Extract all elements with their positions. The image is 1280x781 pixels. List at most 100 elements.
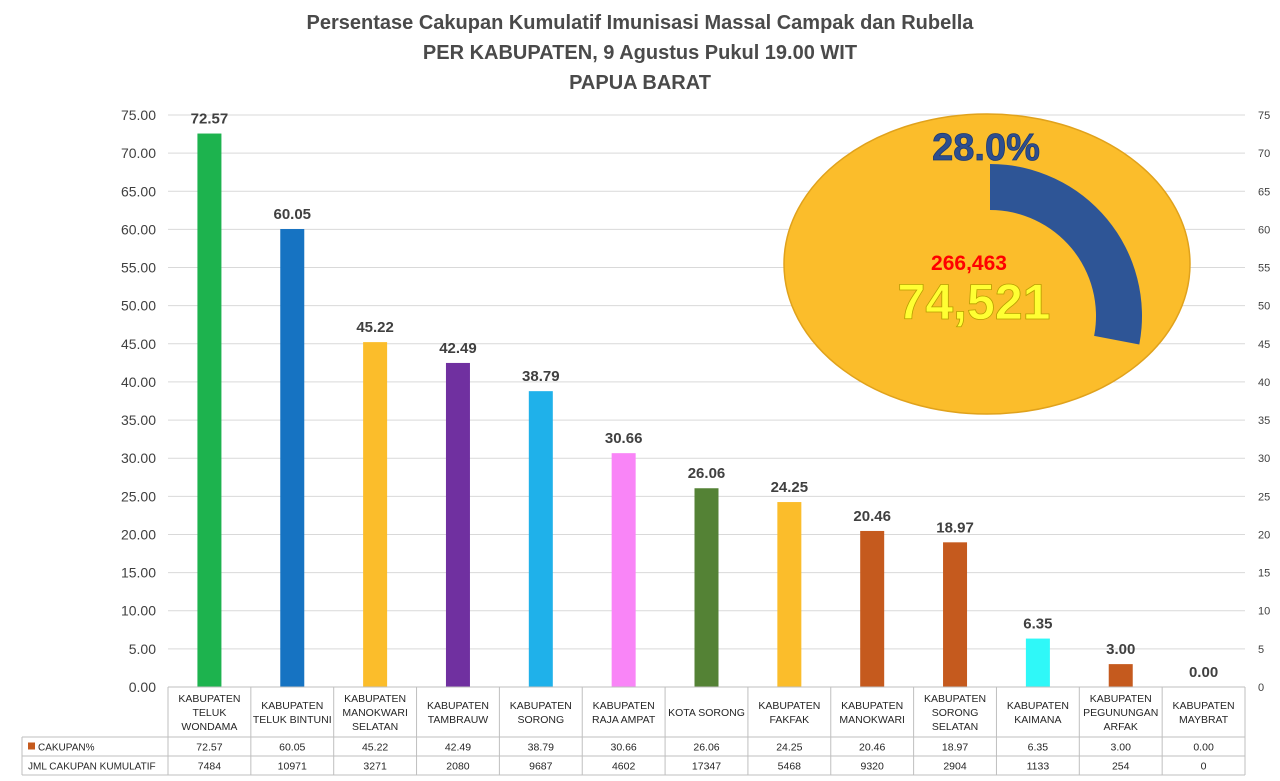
bar-value-label: 72.57 [191,111,229,128]
bar [197,133,222,687]
table-row-label: JML CAKUPAN KUMULATIF [28,762,156,773]
y-tick-left: 0.00 [129,679,156,695]
y-tick-left: 65.00 [121,183,156,199]
y-tick-left: 50.00 [121,298,156,314]
bar-value-label: 30.66 [605,430,643,447]
bar-value-label: 20.46 [853,508,891,525]
y-tick-right: 0 [1258,682,1264,694]
bar-value-label: 60.05 [273,206,311,223]
table-cell: 1133 [1027,761,1050,773]
table-cell: 2080 [446,761,470,773]
y-tick-left: 55.00 [121,260,156,276]
y-tick-right: 45 [1258,339,1270,351]
x-category-label: KABUPATEN SORONG [510,700,572,726]
bar [777,502,802,687]
bar-value-label: 45.22 [356,319,394,336]
y-tick-right: 40 [1258,377,1270,389]
donut-coverage-arc [990,164,1142,345]
table-cell: 7484 [198,761,222,773]
y-tick-left: 5.00 [129,641,156,657]
bar-value-label: 24.25 [771,479,809,496]
donut-target-label: 266,463 [931,252,1007,275]
bar [1025,638,1050,687]
y-tick-right: 30 [1258,453,1270,465]
y-tick-left: 10.00 [121,603,156,619]
table-cell: 17347 [692,761,721,773]
table-cell: 3271 [363,761,387,773]
bars [197,133,1133,687]
table-cell: 20.46 [859,742,885,754]
table-cell: 5468 [778,761,802,773]
x-category-label: KABUPATEN KAIMANA [1007,700,1069,726]
x-category-label: KABUPATEN MAYBRAT [1173,700,1235,726]
table-cell: 254 [1112,761,1130,773]
y-tick-left: 25.00 [121,488,156,504]
chart-title-line-2: PER KABUPATEN, 9 Agustus Pukul 19.00 WIT [422,42,858,64]
x-category-label: KABUPATEN MANOKWARI SELATAN [342,693,408,733]
bar-value-labels: 72.57 60.05 45.22 42.49 38.79 30.66 26.06 24.25… [191,111,1219,681]
donut-achieved-label: 74,521 [898,274,1051,330]
y-axis-left: 0.00 5.00 10.00 15.00 20.00 25.00 30.00 35.00 40… [121,107,156,695]
bar [611,453,636,687]
bar [1108,664,1133,687]
table-cell: 42.49 [445,742,471,754]
y-axis-right: 0 5 10 15 20 25 30 35 40 45 50 55 60 65 70 75 [1258,110,1270,694]
y-tick-right: 65 [1258,186,1270,198]
y-tick-right: 5 [1258,644,1264,656]
table-cell: 9687 [529,761,553,773]
bar-value-label: 18.97 [936,519,974,536]
y-tick-right: 10 [1258,606,1270,618]
y-tick-right: 15 [1258,568,1270,580]
donut-percent-label: 28.0% [932,127,1040,169]
y-tick-right: 20 [1258,529,1270,541]
bar [280,229,305,687]
y-tick-left: 40.00 [121,374,156,390]
y-tick-right: 60 [1258,224,1270,236]
bar [528,391,553,687]
x-category-label: KABUPATEN TELUK WONDAMA [178,693,240,733]
table-cell: 10971 [278,761,307,773]
table-cell: 24.25 [776,742,802,754]
donut-background [783,113,1191,415]
data-table: KABUPATEN TELUK WONDAMA KABUPATEN TELUK BINT… [21,686,1246,776]
bar [943,542,968,687]
y-tick-right: 55 [1258,263,1270,275]
y-tick-right: 70 [1258,148,1270,160]
y-tick-left: 60.00 [121,221,156,237]
bar-value-label: 26.06 [688,465,726,482]
y-tick-left: 20.00 [121,526,156,542]
table-cell: 6.35 [1028,742,1049,754]
table-cell: 0 [1201,761,1207,773]
bar-value-label: 3.00 [1106,641,1135,658]
x-category-label: KABUPATEN FAKFAK [758,700,820,726]
table-cell: 2904 [943,761,967,773]
legend-swatch [28,742,35,750]
bar [363,342,388,687]
x-category-label: KABUPATEN SORONG SELATAN [924,693,986,733]
table-cell: 26.06 [693,742,719,754]
x-category-label: KABUPATEN TELUK BINTUNI [253,700,332,726]
y-tick-left: 70.00 [121,145,156,161]
table-cell: 3.00 [1111,742,1132,754]
table-cell: 9320 [861,761,885,773]
table-cell: 72.57 [196,742,222,754]
table-cell: 60.05 [279,742,305,754]
table-cell: 18.97 [942,742,968,754]
chart-title-line-1: Persentase Cakupan Kumulatif Imunisasi M… [306,12,974,34]
bar [445,362,470,687]
y-tick-left: 75.00 [121,107,156,123]
y-tick-left: 15.00 [121,565,156,581]
table-cell: 0.00 [1193,742,1214,754]
y-tick-left: 35.00 [121,412,156,428]
bar-value-label: 0.00 [1189,664,1218,681]
table-cell: 30.66 [611,742,637,754]
x-category-label: KOTA SORONG [668,707,745,719]
y-tick-right: 75 [1258,110,1270,122]
y-tick-left: 45.00 [121,336,156,352]
bar-value-label: 38.79 [522,368,560,385]
x-category-label: KABUPATEN RAJA AMPAT [592,700,656,726]
bar-value-label: 42.49 [439,340,477,357]
table-cell: 45.22 [362,742,388,754]
